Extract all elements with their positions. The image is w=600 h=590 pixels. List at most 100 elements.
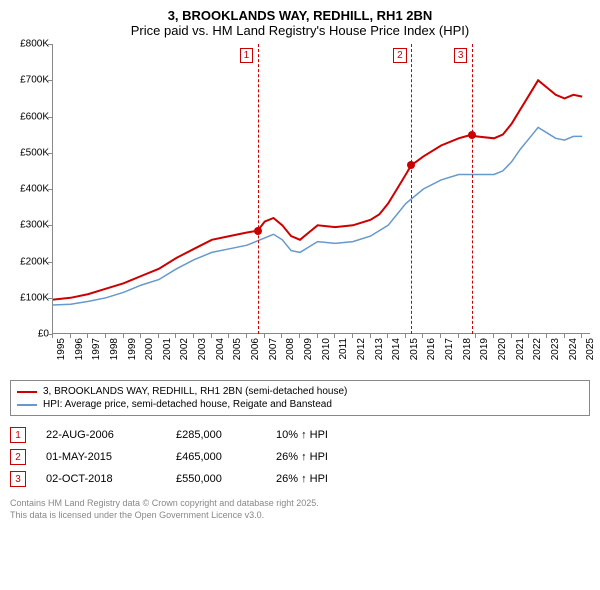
x-axis-label: 1997 [91,338,102,366]
x-axis-tick [352,334,353,338]
x-axis-tick [175,334,176,338]
x-axis-label: 2019 [479,338,490,366]
x-axis-tick [440,334,441,338]
footer-attribution: Contains HM Land Registry data © Crown c… [10,498,590,521]
x-axis-label: 2016 [426,338,437,366]
x-axis-tick [422,334,423,338]
transaction-row: 2 01-MAY-2015 £465,000 26% ↑ HPI [10,446,590,468]
y-axis-label: £100K [20,292,49,303]
marker-label: 3 [454,48,468,63]
line-chart-svg [53,44,591,334]
marker-line [258,44,259,334]
x-axis-tick [405,334,406,338]
legend-swatch [17,391,37,393]
x-axis-label: 2013 [374,338,385,366]
transaction-pct: 26% ↑ HPI [276,473,396,485]
x-axis-tick [546,334,547,338]
plot-area: 1 2 3 [52,44,590,334]
legend-swatch [17,404,37,406]
transaction-marker-box: 1 [10,427,26,443]
y-axis-label: £400K [20,184,49,195]
x-axis-label: 2000 [144,338,155,366]
x-axis-label: 2025 [585,338,596,366]
x-axis-tick [475,334,476,338]
marker-line [472,44,473,334]
y-axis-label: £500K [20,147,49,158]
x-axis-label: 2005 [232,338,243,366]
x-axis-label: 2001 [162,338,173,366]
x-axis-label: 2022 [532,338,543,366]
x-axis-label: 2021 [515,338,526,366]
y-axis-tick [48,298,52,299]
x-axis-label: 1996 [74,338,85,366]
x-axis-label: 2015 [409,338,420,366]
x-axis-label: 1998 [109,338,120,366]
y-axis-tick [48,189,52,190]
footer-line2: This data is licensed under the Open Gov… [10,510,590,522]
x-axis-tick [193,334,194,338]
transaction-table: 122-AUG-2006£285,00010% ↑ HPI201-MAY-201… [10,424,590,490]
x-axis-label: 2010 [321,338,332,366]
y-axis-tick [48,80,52,81]
x-axis-label: 2020 [497,338,508,366]
x-axis-label: 2023 [550,338,561,366]
transaction-pct: 26% ↑ HPI [276,451,396,463]
legend-label: HPI: Average price, semi-detached house,… [43,399,332,410]
marker-dot [254,227,262,235]
legend-row: HPI: Average price, semi-detached house,… [17,398,583,411]
x-axis-label: 2003 [197,338,208,366]
x-axis-tick [70,334,71,338]
marker-line [411,44,412,334]
transaction-marker-box: 3 [10,471,26,487]
x-axis-tick [299,334,300,338]
y-axis-label: £300K [20,220,49,231]
footer-line1: Contains HM Land Registry data © Crown c… [10,498,590,510]
y-axis-tick [48,117,52,118]
chart-container: 3, BROOKLANDS WAY, REDHILL, RH1 2BN Pric… [0,0,600,529]
x-axis-label: 1999 [127,338,138,366]
y-axis-label: £200K [20,256,49,267]
y-axis-tick [48,44,52,45]
x-axis-label: 2008 [285,338,296,366]
x-axis-tick [87,334,88,338]
transaction-date: 01-MAY-2015 [46,451,156,463]
x-axis-label: 2006 [250,338,261,366]
x-axis-tick [387,334,388,338]
x-axis-label: 2014 [391,338,402,366]
x-axis-label: 2009 [303,338,314,366]
transaction-marker-box: 2 [10,449,26,465]
x-axis-label: 2012 [356,338,367,366]
transaction-date: 22-AUG-2006 [46,429,156,441]
x-axis-tick [511,334,512,338]
x-axis-tick [158,334,159,338]
x-axis-tick [281,334,282,338]
x-axis-tick [246,334,247,338]
x-axis-tick [211,334,212,338]
x-axis-label: 2007 [268,338,279,366]
x-axis-tick [140,334,141,338]
marker-dot [468,131,476,139]
marker-label: 1 [240,48,254,63]
x-axis-label: 2004 [215,338,226,366]
legend-row: 3, BROOKLANDS WAY, REDHILL, RH1 2BN (sem… [17,385,583,398]
x-axis-label: 2011 [338,338,349,366]
x-axis-label: 2024 [568,338,579,366]
x-axis-tick [370,334,371,338]
x-axis-tick [493,334,494,338]
x-axis-tick [458,334,459,338]
y-axis-label: £600K [20,111,49,122]
legend-label: 3, BROOKLANDS WAY, REDHILL, RH1 2BN (sem… [43,386,347,397]
x-axis-tick [228,334,229,338]
title-block: 3, BROOKLANDS WAY, REDHILL, RH1 2BN Pric… [10,8,590,38]
title-address: 3, BROOKLANDS WAY, REDHILL, RH1 2BN [10,8,590,23]
transaction-pct: 10% ↑ HPI [276,429,396,441]
title-subtitle: Price paid vs. HM Land Registry's House … [10,23,590,38]
x-axis-label: 2002 [179,338,190,366]
transaction-date: 02-OCT-2018 [46,473,156,485]
x-axis-label: 2018 [462,338,473,366]
transaction-price: £465,000 [176,451,256,463]
marker-label: 2 [393,48,407,63]
series-line-price_paid [53,80,582,299]
x-axis-tick [52,334,53,338]
transaction-row: 122-AUG-2006£285,00010% ↑ HPI [10,424,590,446]
